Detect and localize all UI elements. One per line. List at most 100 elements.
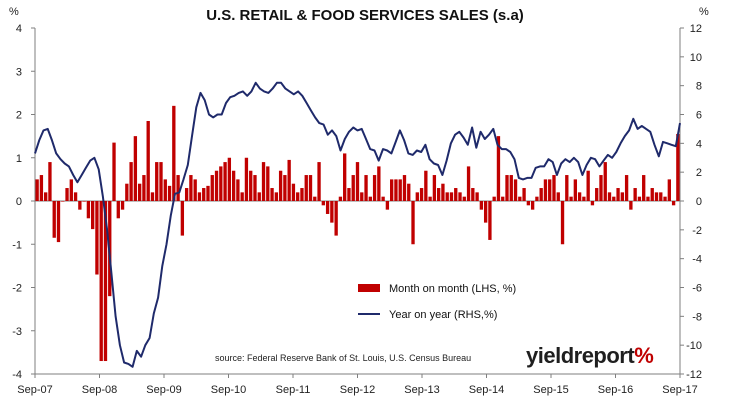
bar	[172, 105, 176, 201]
bar	[73, 192, 78, 201]
bar	[488, 201, 492, 240]
bar	[325, 201, 330, 214]
bar	[492, 196, 496, 201]
right-axis-unit: %	[699, 6, 709, 18]
brand-logo-text: yieldreport	[526, 343, 635, 368]
bar	[372, 175, 377, 201]
bar	[385, 201, 390, 210]
bar	[612, 196, 616, 201]
bar	[193, 179, 197, 202]
bar	[475, 192, 479, 201]
bar	[257, 192, 261, 201]
right-tick-label: 0	[696, 196, 702, 208]
bar	[189, 175, 193, 201]
left-tick-label: -3	[12, 326, 22, 338]
bar	[120, 201, 125, 210]
bar	[663, 196, 667, 201]
left-tick-label: 2	[16, 110, 22, 122]
bar	[95, 201, 99, 275]
bar	[287, 159, 291, 201]
x-tick-label: Sep-16	[598, 384, 633, 396]
x-tick-label: Sep-13	[404, 384, 439, 396]
bar	[300, 188, 304, 201]
right-tick-label: 8	[696, 81, 702, 93]
bar	[445, 192, 449, 201]
bar	[133, 136, 138, 202]
bar	[249, 170, 253, 201]
bar	[642, 175, 646, 201]
bar	[334, 201, 338, 236]
bar	[206, 185, 210, 201]
bar	[607, 192, 612, 201]
bar	[304, 175, 308, 201]
bar	[236, 179, 240, 202]
bar	[415, 192, 419, 201]
bar	[253, 175, 257, 201]
bar	[355, 162, 360, 201]
bar	[291, 183, 296, 201]
bar	[125, 183, 129, 201]
bar	[676, 133, 680, 201]
bar	[69, 179, 73, 202]
right-tick-label: -2	[692, 225, 702, 237]
legend-label-line: Year on year (RHS,%)	[389, 309, 497, 321]
bar	[667, 179, 671, 202]
bar	[565, 175, 569, 201]
bar	[116, 201, 120, 219]
bar	[197, 192, 202, 201]
bar	[52, 201, 56, 238]
bar	[441, 183, 445, 201]
bar	[202, 188, 206, 201]
legend-label-bar: Month on month (LHS, %)	[389, 283, 516, 295]
bar	[274, 192, 279, 201]
bar	[377, 166, 381, 201]
bar	[394, 179, 398, 202]
left-axis-unit: %	[9, 6, 19, 18]
bar	[91, 201, 95, 230]
bar	[142, 175, 146, 201]
right-tick-label: -10	[686, 340, 702, 352]
bar	[530, 201, 535, 210]
bar	[313, 196, 317, 201]
bar	[449, 192, 454, 201]
right-tick-label: 12	[690, 23, 702, 35]
bar	[616, 188, 620, 201]
bar	[556, 192, 560, 201]
bar	[240, 192, 244, 201]
bar	[270, 188, 274, 201]
bar	[129, 162, 133, 201]
x-tick-label: Sep-14	[469, 384, 504, 396]
bar	[620, 192, 624, 201]
left-tick-label: 1	[16, 153, 22, 165]
bar	[364, 175, 368, 201]
bar	[573, 179, 578, 202]
bar	[659, 192, 663, 201]
x-tick-label: Sep-10	[211, 384, 246, 396]
brand-logo: yieldreport%	[526, 343, 654, 369]
bar	[526, 201, 531, 206]
bar	[343, 153, 347, 201]
bar	[479, 201, 484, 210]
bar	[398, 179, 402, 202]
bar	[99, 201, 103, 362]
legend-swatch-bar	[358, 284, 380, 292]
source-annotation: source: Federal Reserve Bank of St. Loui…	[215, 353, 471, 363]
bar	[184, 188, 189, 201]
bar	[261, 162, 266, 201]
bar	[419, 188, 424, 201]
x-tick-label: Sep-17	[662, 384, 697, 396]
bar	[432, 175, 437, 201]
bar	[159, 162, 163, 201]
bar	[347, 188, 351, 201]
bar	[548, 179, 552, 202]
bar	[569, 196, 573, 201]
bar	[595, 188, 599, 201]
bar	[321, 201, 325, 206]
bar	[407, 183, 411, 201]
bar	[543, 179, 548, 202]
bar-series-month-on-month	[35, 105, 680, 362]
right-tick-label: -4	[692, 254, 702, 266]
bar	[351, 175, 355, 201]
